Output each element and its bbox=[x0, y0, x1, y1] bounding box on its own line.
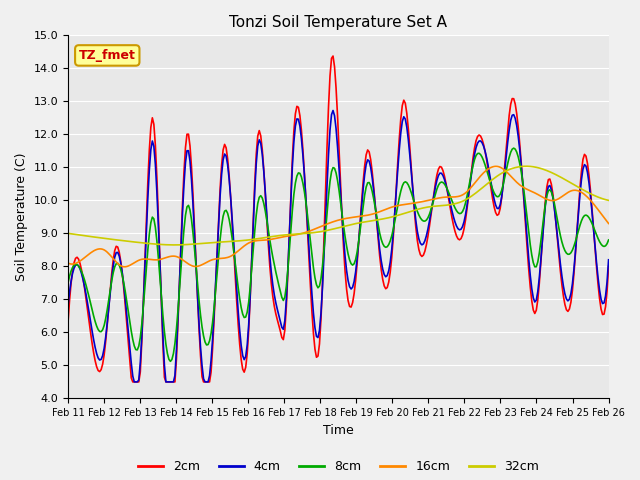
32cm bbox=[605, 197, 612, 203]
32cm bbox=[302, 230, 310, 236]
4cm bbox=[131, 379, 138, 385]
8cm bbox=[227, 225, 234, 231]
2cm bbox=[605, 264, 612, 269]
4cm bbox=[254, 143, 262, 149]
Text: TZ_fmet: TZ_fmet bbox=[79, 49, 136, 62]
8cm bbox=[245, 299, 253, 305]
32cm bbox=[254, 236, 262, 241]
16cm bbox=[132, 259, 140, 265]
16cm bbox=[492, 164, 499, 169]
2cm bbox=[329, 53, 337, 59]
32cm bbox=[245, 237, 253, 243]
Line: 2cm: 2cm bbox=[68, 56, 609, 382]
Line: 16cm: 16cm bbox=[68, 167, 609, 267]
4cm bbox=[578, 177, 586, 182]
8cm bbox=[131, 343, 138, 349]
16cm bbox=[122, 264, 129, 270]
16cm bbox=[64, 260, 72, 266]
Line: 32cm: 32cm bbox=[68, 166, 609, 245]
4cm bbox=[302, 195, 310, 201]
8cm bbox=[605, 237, 612, 243]
Line: 4cm: 4cm bbox=[68, 110, 609, 382]
4cm bbox=[245, 322, 253, 327]
Y-axis label: Soil Temperature (C): Soil Temperature (C) bbox=[15, 153, 28, 281]
16cm bbox=[302, 229, 310, 235]
4cm bbox=[329, 108, 337, 113]
32cm bbox=[64, 230, 72, 236]
32cm bbox=[227, 239, 234, 244]
16cm bbox=[605, 221, 612, 227]
2cm bbox=[245, 327, 253, 333]
X-axis label: Time: Time bbox=[323, 424, 354, 437]
Title: Tonzi Soil Temperature Set A: Tonzi Soil Temperature Set A bbox=[229, 15, 447, 30]
8cm bbox=[302, 200, 310, 205]
2cm bbox=[132, 379, 140, 385]
8cm bbox=[254, 201, 262, 206]
8cm bbox=[166, 359, 174, 364]
8cm bbox=[510, 145, 518, 151]
16cm bbox=[254, 238, 262, 243]
32cm bbox=[578, 186, 586, 192]
2cm bbox=[302, 197, 310, 203]
32cm bbox=[171, 242, 179, 248]
2cm bbox=[578, 168, 586, 174]
32cm bbox=[522, 163, 529, 169]
Line: 8cm: 8cm bbox=[68, 148, 609, 361]
4cm bbox=[132, 379, 140, 385]
16cm bbox=[227, 253, 234, 259]
2cm bbox=[227, 194, 234, 200]
Legend: 2cm, 4cm, 8cm, 16cm, 32cm: 2cm, 4cm, 8cm, 16cm, 32cm bbox=[133, 456, 544, 479]
8cm bbox=[64, 280, 72, 286]
4cm bbox=[64, 303, 72, 309]
32cm bbox=[131, 239, 138, 245]
2cm bbox=[129, 379, 136, 385]
4cm bbox=[605, 257, 612, 263]
16cm bbox=[245, 240, 253, 246]
16cm bbox=[578, 190, 586, 195]
8cm bbox=[578, 218, 586, 224]
2cm bbox=[64, 320, 72, 325]
2cm bbox=[254, 133, 262, 139]
4cm bbox=[227, 194, 234, 200]
